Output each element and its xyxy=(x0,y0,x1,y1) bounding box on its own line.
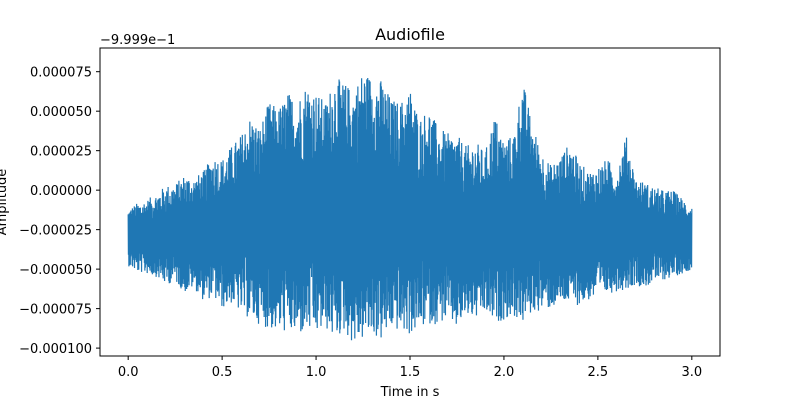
y-tick-label: −0.000100 xyxy=(19,342,92,357)
x-axis-label: Time in s xyxy=(380,385,440,400)
x-tick-label: 2.0 xyxy=(494,365,515,380)
plot-area xyxy=(127,78,693,341)
y-axis-ticks: 0.000075 0.000050 0.000025 0.000000 −0.00002… xyxy=(19,66,100,357)
y-offset-label: −9.999e−1 xyxy=(100,33,175,48)
y-tick-label: 0.000025 xyxy=(30,145,92,160)
y-tick-label: 0.000050 xyxy=(30,105,92,120)
x-axis-ticks: 0.0 0.5 1.0 1.5 2.0 2.5 3.0 xyxy=(118,356,702,380)
x-tick-label: 0.0 xyxy=(118,365,139,380)
x-tick-label: 3.0 xyxy=(681,365,702,380)
y-tick-label: −0.000025 xyxy=(19,224,92,239)
y-axis-label: Amplitude xyxy=(0,169,10,236)
y-tick-label: 0.000075 xyxy=(30,66,92,81)
y-tick-label: −0.000075 xyxy=(19,303,92,318)
x-tick-label: 1.5 xyxy=(400,365,421,380)
y-tick-label: 0.000000 xyxy=(30,184,92,199)
x-tick-label: 0.5 xyxy=(212,365,233,380)
x-tick-label: 2.5 xyxy=(588,365,609,380)
y-tick-label: −0.000050 xyxy=(19,263,92,278)
waveform-series-line xyxy=(127,78,693,341)
chart-title: Audiofile xyxy=(375,25,445,44)
axes-frame xyxy=(99,47,721,357)
x-tick-label: 1.0 xyxy=(306,365,327,380)
